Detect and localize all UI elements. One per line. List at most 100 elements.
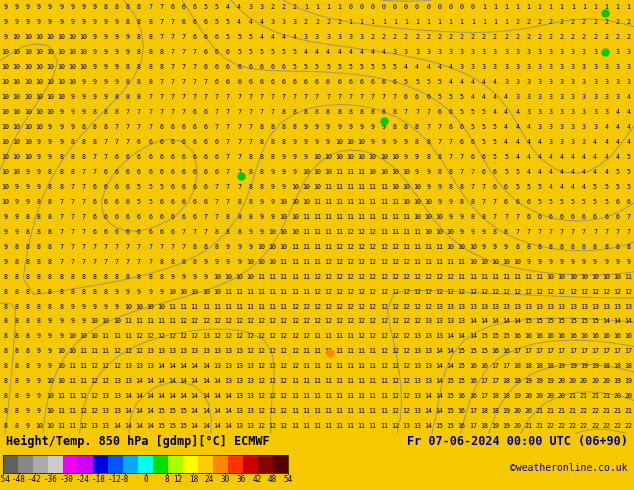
Text: 7: 7 [81, 229, 86, 235]
Text: 4: 4 [315, 49, 319, 55]
Text: 8: 8 [48, 184, 52, 190]
Text: 12: 12 [368, 273, 377, 280]
Text: 20: 20 [513, 423, 521, 429]
Text: 20: 20 [524, 393, 533, 399]
Text: 11: 11 [191, 303, 198, 310]
Text: 13: 13 [235, 393, 243, 399]
Text: 1: 1 [493, 20, 497, 25]
Text: 12: 12 [569, 289, 577, 294]
Text: 12: 12 [335, 303, 343, 310]
Text: 4: 4 [548, 184, 553, 190]
Text: 6: 6 [204, 20, 208, 25]
Text: 14: 14 [213, 378, 221, 384]
Text: 9: 9 [271, 169, 275, 175]
Text: 15: 15 [591, 318, 599, 324]
Text: 10: 10 [24, 94, 32, 100]
Text: 8: 8 [193, 259, 197, 265]
Text: 9: 9 [159, 289, 164, 294]
Text: 13: 13 [113, 408, 121, 414]
Bar [214, 455, 228, 473]
Text: 6: 6 [171, 124, 174, 130]
Text: 8: 8 [148, 34, 152, 40]
Text: 7: 7 [226, 139, 230, 145]
Text: 10: 10 [302, 169, 310, 175]
Text: 12: 12 [313, 303, 321, 310]
Text: 11: 11 [446, 259, 455, 265]
Text: 2: 2 [426, 34, 430, 40]
Bar [228, 455, 243, 473]
Text: 12: 12 [280, 318, 288, 324]
Text: 9: 9 [193, 273, 197, 280]
Text: 11: 11 [57, 423, 65, 429]
Text: 7: 7 [159, 34, 164, 40]
Text: 6: 6 [304, 79, 308, 85]
Text: 11: 11 [358, 408, 365, 414]
Text: 9: 9 [204, 259, 208, 265]
Text: 3: 3 [571, 124, 575, 130]
Text: 9: 9 [460, 214, 463, 220]
Text: 12: 12 [413, 303, 421, 310]
Text: 12: 12 [402, 378, 410, 384]
Text: 8: 8 [348, 109, 353, 115]
Text: 6: 6 [181, 4, 186, 10]
Text: 7: 7 [548, 229, 553, 235]
Text: 12: 12 [402, 408, 410, 414]
Text: 9: 9 [26, 169, 30, 175]
Text: 7: 7 [171, 109, 174, 115]
Text: 9: 9 [448, 199, 453, 205]
Text: 2: 2 [326, 20, 330, 25]
Text: 9: 9 [15, 4, 18, 10]
Text: 2: 2 [616, 20, 619, 25]
Text: 3: 3 [571, 94, 575, 100]
Text: 7: 7 [70, 214, 74, 220]
Text: 10: 10 [113, 318, 121, 324]
Text: 10: 10 [46, 423, 54, 429]
Text: 8: 8 [137, 64, 141, 70]
Text: 4: 4 [571, 169, 575, 175]
Text: 10: 10 [24, 139, 32, 145]
Text: 3: 3 [526, 79, 530, 85]
Text: 11: 11 [368, 408, 377, 414]
Text: 18: 18 [491, 408, 499, 414]
Text: 2: 2 [538, 20, 541, 25]
Text: 10: 10 [24, 49, 32, 55]
Text: 10: 10 [35, 423, 43, 429]
Text: 3: 3 [604, 109, 608, 115]
Text: 4: 4 [604, 139, 608, 145]
Text: 9: 9 [115, 289, 119, 294]
Text: 11: 11 [358, 364, 365, 369]
Text: 3: 3 [548, 124, 553, 130]
Text: 12: 12 [424, 273, 432, 280]
Text: 19: 19 [536, 378, 543, 384]
Text: 7: 7 [59, 259, 63, 265]
Text: 4: 4 [337, 49, 341, 55]
Text: 9: 9 [493, 244, 497, 250]
Text: 12: 12 [346, 244, 354, 250]
Text: 6: 6 [237, 79, 241, 85]
Text: 4: 4 [249, 20, 252, 25]
Text: 12: 12 [324, 273, 332, 280]
Text: 10: 10 [35, 94, 43, 100]
Text: 8: 8 [215, 244, 219, 250]
Text: 4: 4 [538, 139, 541, 145]
Text: 10: 10 [424, 214, 432, 220]
Text: 8: 8 [26, 348, 30, 354]
Text: 12: 12 [235, 334, 243, 340]
Text: 3: 3 [593, 109, 597, 115]
Text: 12: 12 [358, 244, 365, 250]
Text: 21: 21 [569, 408, 577, 414]
Text: 11: 11 [257, 273, 266, 280]
Text: 13: 13 [235, 348, 243, 354]
Text: 17: 17 [502, 364, 510, 369]
Text: 4: 4 [593, 154, 597, 160]
Text: 7: 7 [604, 229, 608, 235]
Text: 3: 3 [337, 34, 341, 40]
Text: 8: 8 [159, 259, 164, 265]
Text: 7: 7 [493, 214, 497, 220]
Text: 11: 11 [79, 364, 87, 369]
Text: 11: 11 [302, 393, 310, 399]
Text: 6: 6 [281, 64, 286, 70]
Text: 12: 12 [368, 334, 377, 340]
Text: 8: 8 [249, 214, 252, 220]
Text: ©weatheronline.co.uk: ©weatheronline.co.uk [510, 463, 628, 473]
